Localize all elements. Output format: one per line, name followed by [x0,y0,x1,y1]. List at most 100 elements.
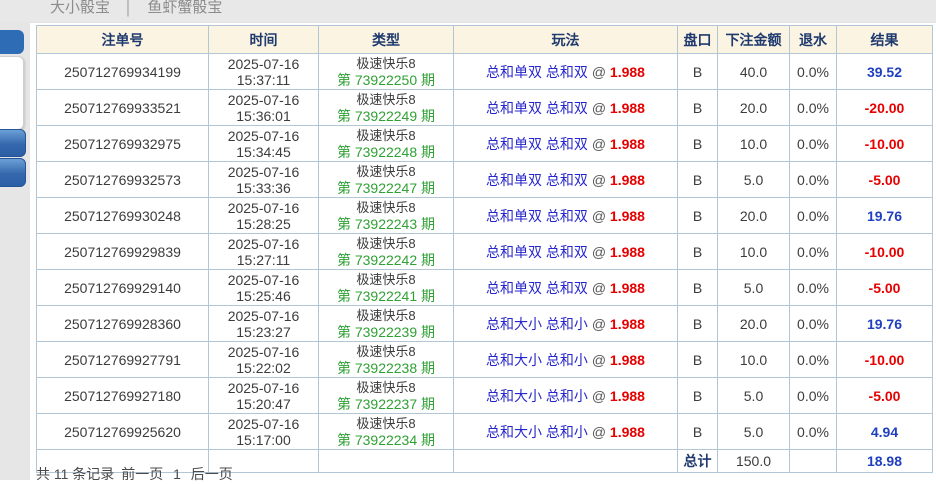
order-number: 250712769929839 [36,233,209,270]
footer-empty-cell [36,449,209,473]
bet-amount: 10.0 [717,233,790,270]
tab-fish-shrimp-crab[interactable]: 鱼虾蟹骰宝 [147,0,223,16]
order-number: 250712769932975 [36,125,209,162]
market: B [677,413,718,450]
bet-records-table: 注单号 时间 类型 玩法 盘口 下注金额 退水 结果 250712769934199 2025-… [36,25,933,473]
rebate: 0.0% [789,125,837,162]
column-header: 注单号 [36,25,209,54]
table-row: 250712769934199 2025-07-16 15:37:11 极速快乐8 第 … [36,53,933,90]
bet-time: 2025-07-16 15:33:36 [208,161,319,198]
bet-play: 总和单双 总和双 @ 1.988 [453,233,678,270]
bet-play: 总和大小 总和小 @ 1.988 [453,377,678,414]
table-footer-row: 总计 150.0 18.98 [36,449,933,473]
bet-amount: 10.0 [717,341,790,378]
bet-amount: 5.0 [717,269,790,306]
result: -10.00 [836,341,933,378]
game-type: 极速快乐8 第 73922237 期 [318,377,454,414]
bet-time: 2025-07-16 15:22:02 [208,341,319,378]
market: B [677,161,718,198]
column-header: 时间 [208,25,319,54]
bet-time: 2025-07-16 15:20:47 [208,377,319,414]
rebate: 0.0% [789,305,837,342]
market: B [677,377,718,414]
footer-empty-cell [318,449,454,473]
sidebar-button-top[interactable] [0,30,24,54]
bet-amount: 20.0 [717,197,790,234]
column-header: 下注金额 [717,25,790,54]
market: B [677,197,718,234]
game-type: 极速快乐8 第 73922241 期 [318,269,454,306]
result: 19.76 [836,305,933,342]
bet-amount: 20.0 [717,305,790,342]
rebate: 0.0% [789,161,837,198]
current-page: 1 [173,466,181,482]
bet-amount: 40.0 [717,53,790,90]
column-header: 类型 [318,25,454,54]
market: B [677,125,718,162]
result: 39.52 [836,53,933,90]
sidebar-button-bottom[interactable] [0,158,26,187]
market: B [677,305,718,342]
column-header: 结果 [836,25,933,54]
table-header-row: 注单号 时间 类型 玩法 盘口 下注金额 退水 结果 [36,25,933,54]
game-type: 极速快乐8 第 73922249 期 [318,89,454,126]
rebate: 0.0% [789,197,837,234]
tab-dice-bigsmall[interactable]: 大小骰宝 [50,0,111,16]
bet-amount: 5.0 [717,413,790,450]
table-row: 250712769927180 2025-07-16 15:20:47 极速快乐8 第 … [36,377,933,414]
tab-separator: │ [124,0,134,16]
game-type: 极速快乐8 第 73922239 期 [318,305,454,342]
bet-play: 总和单双 总和双 @ 1.988 [453,53,678,90]
total-result: 18.98 [836,449,933,473]
rebate: 0.0% [789,53,837,90]
bet-time: 2025-07-16 15:37:11 [208,53,319,90]
pagination: 共 11 条记录 前一页 1 后一页 [36,464,236,484]
records-count: 共 11 条记录 [36,466,115,482]
bet-amount: 20.0 [717,89,790,126]
market: B [677,233,718,270]
market: B [677,89,718,126]
result: -5.00 [836,269,933,306]
result: -10.00 [836,233,933,270]
rebate: 0.0% [789,341,837,378]
game-type: 极速快乐8 第 73922242 期 [318,233,454,270]
footer-empty-cell [453,449,678,473]
sidebar-panel [0,56,24,130]
total-label: 总计 [677,449,718,473]
sidebar-button-middle[interactable] [0,129,26,157]
order-number: 250712769928360 [36,305,209,342]
table-row: 250712769930248 2025-07-16 15:28:25 极速快乐8 第 … [36,197,933,234]
market: B [677,341,718,378]
market: B [677,53,718,90]
bet-play: 总和单双 总和双 @ 1.988 [453,161,678,198]
bet-play: 总和大小 总和小 @ 1.988 [453,341,678,378]
prev-page-link[interactable]: 前一页 [121,466,164,482]
bet-amount: 5.0 [717,377,790,414]
topbar: 大小骰宝 │ 鱼虾蟹骰宝 [0,0,936,23]
bet-play: 总和单双 总和双 @ 1.988 [453,269,678,306]
bet-time: 2025-07-16 15:23:27 [208,305,319,342]
rebate: 0.0% [789,89,837,126]
total-amount: 150.0 [717,449,790,473]
table-row: 250712769929839 2025-07-16 15:27:11 极速快乐8 第 … [36,233,933,270]
bet-play: 总和单双 总和双 @ 1.988 [453,125,678,162]
bet-time: 2025-07-16 15:27:11 [208,233,319,270]
table-row: 250712769929140 2025-07-16 15:25:46 极速快乐8 第 … [36,269,933,306]
column-header: 盘口 [677,25,718,54]
column-header: 玩法 [453,25,678,54]
table-body: 250712769934199 2025-07-16 15:37:11 极速快乐8 第 … [36,53,933,450]
table-row: 250712769932573 2025-07-16 15:33:36 极速快乐8 第 … [36,161,933,198]
bet-time: 2025-07-16 15:25:46 [208,269,319,306]
footer-empty-cell [789,449,837,473]
order-number: 250712769932573 [36,161,209,198]
next-page-link[interactable]: 后一页 [190,466,233,482]
market: B [677,269,718,306]
result: -20.00 [836,89,933,126]
game-type: 极速快乐8 第 73922243 期 [318,197,454,234]
rebate: 0.0% [789,413,837,450]
table-row: 250712769932975 2025-07-16 15:34:45 极速快乐8 第 … [36,125,933,162]
order-number: 250712769927791 [36,341,209,378]
game-type: 极速快乐8 第 73922247 期 [318,161,454,198]
order-number: 250712769933521 [36,89,209,126]
bet-amount: 5.0 [717,161,790,198]
